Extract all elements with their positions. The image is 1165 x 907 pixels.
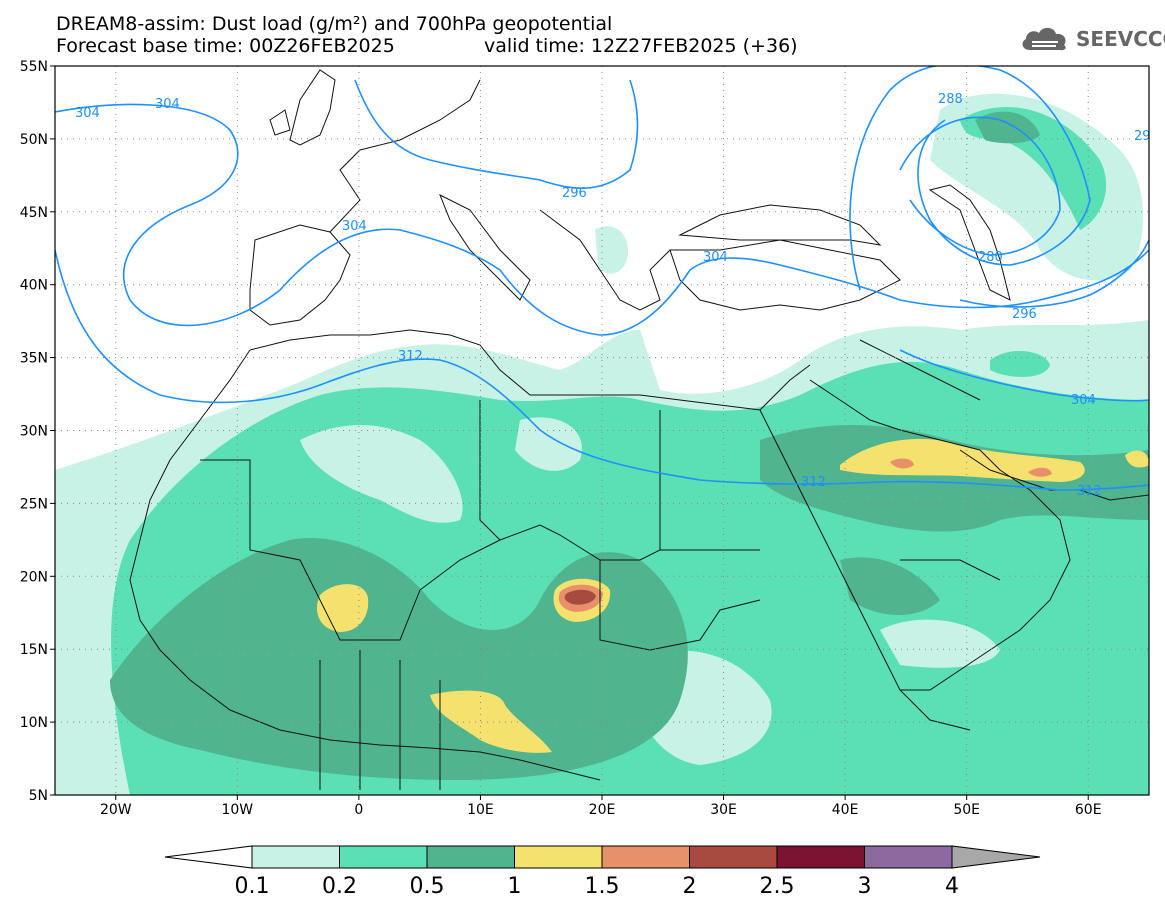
seevccc-logo: SEEVCCC — [1018, 24, 1165, 54]
longitude-label: 30E — [710, 802, 737, 818]
colorbar-segment — [689, 845, 778, 869]
contour-label: 312 — [398, 349, 423, 364]
contour-312 — [55, 249, 1149, 491]
cloud-icon — [1022, 27, 1066, 51]
geopotential-contours — [55, 66, 1149, 491]
contour-label: 296 — [562, 186, 587, 201]
latitude-label: 40N — [20, 278, 48, 294]
longitude-label: 0 — [354, 802, 363, 818]
contour-288 — [849, 66, 1091, 291]
longitude-label: 50E — [953, 802, 980, 818]
colorbar-label: 4 — [945, 874, 959, 899]
colorbar-label: 1.5 — [585, 874, 620, 899]
contour-label: 304 — [342, 219, 367, 234]
colorbar-segment — [776, 845, 865, 869]
latitude-label: 20N — [20, 569, 48, 585]
colorbar-label: 2.5 — [760, 874, 795, 899]
graticule — [55, 66, 1149, 795]
contour-label: 304 — [75, 106, 100, 121]
colorbar-segment — [339, 845, 428, 869]
latitude-label: 30N — [20, 424, 48, 440]
forecast-base-time: Forecast base time: 00Z26FEB2025 — [56, 35, 395, 57]
contour-label: 304 — [703, 250, 728, 265]
contour-296-east — [959, 239, 1149, 308]
colorbar-label: 2 — [683, 874, 697, 899]
longitude-label: 40E — [832, 802, 859, 818]
longitude-label: 60E — [1075, 802, 1102, 818]
dust-level-0-2-east — [990, 350, 1050, 377]
dust-level-1-nigeria — [430, 690, 552, 753]
latitude-label: 5N — [29, 788, 48, 804]
dust-level-1-gulf — [840, 438, 1085, 482]
dust-level-0-5-east — [760, 425, 1149, 532]
dust-hole-horn — [880, 619, 1000, 668]
latitude-label: 45N — [20, 205, 48, 221]
colorbar-segment — [426, 845, 515, 869]
latitude-label: 25N — [20, 496, 48, 512]
logo-text: SEEVCCC — [1076, 27, 1165, 51]
contour-label: 280 — [978, 250, 1003, 265]
dust-hole-sahara — [300, 425, 463, 523]
colorbar-under-triangle — [164, 845, 253, 869]
dust-level-0-1-caspian — [930, 93, 1144, 281]
colorbar-segment — [251, 845, 340, 869]
latitude-label: 15N — [20, 642, 48, 658]
dust-level-1-iran — [1125, 450, 1149, 468]
latitude-label: 35N — [20, 351, 48, 367]
contour-labels: 304 304 296 304 304 312 312 304 312 288 … — [75, 92, 1151, 499]
contour-label: 304 — [1071, 393, 1096, 408]
map-title: DREAM8-assim: Dust load (g/m²) and 700hP… — [56, 13, 613, 35]
contour-label: 296 — [1012, 307, 1037, 322]
colorbar-over-triangle — [951, 845, 1041, 869]
dust-level-0-1-balkans — [595, 226, 629, 274]
dust-level-0-5-arabia — [840, 557, 940, 615]
dust-level-2-chad — [564, 589, 596, 605]
dust-level-0-5-caspian — [975, 111, 1040, 144]
valid-time: valid time: 12Z27FEB2025 (+36) — [484, 35, 798, 57]
latitude-labels: 55N 50N 45N 40N 35N 30N 25N 20N 15N 10N 5N — [20, 59, 55, 804]
latitude-label: 10N — [20, 715, 48, 731]
contour-280 — [899, 116, 1061, 256]
contour-label: 312 — [1077, 484, 1102, 499]
colorbar-segment — [514, 845, 603, 869]
longitude-label: 20W — [100, 802, 132, 818]
dust-level-1-5-gulf — [1028, 467, 1052, 477]
contour-296 — [354, 79, 639, 189]
contour-304-west — [55, 103, 1149, 336]
longitude-label: 10W — [221, 802, 253, 818]
contour-label: 304 — [155, 97, 180, 112]
colorbar-label: 1 — [508, 874, 522, 899]
longitude-label: 10E — [467, 802, 494, 818]
latitude-label: 55N — [20, 59, 48, 75]
latitude-label: 50N — [20, 132, 48, 148]
longitude-labels: 20W 10W 0 10E 20E 30E 40E 50E 60E — [100, 795, 1102, 818]
colorbar-label: 0.2 — [322, 874, 357, 899]
colorbar: 0.1 0.2 0.5 1 1.5 2 2.5 3 4 — [164, 845, 1041, 899]
dust-level-1-5-arabia — [890, 458, 914, 469]
contour-304-east — [899, 349, 1149, 402]
colorbar-segment — [864, 845, 953, 869]
colorbar-label: 0.1 — [235, 874, 270, 899]
contour-label: 288 — [938, 92, 963, 107]
colorbar-label: 0.5 — [410, 874, 445, 899]
contour-label: 312 — [801, 475, 826, 490]
contour-label: 29 — [1134, 129, 1151, 144]
colorbar-label: 3 — [858, 874, 872, 899]
coastlines — [129, 69, 1149, 790]
colorbar-segment — [601, 845, 690, 869]
longitude-label: 20E — [589, 802, 616, 818]
